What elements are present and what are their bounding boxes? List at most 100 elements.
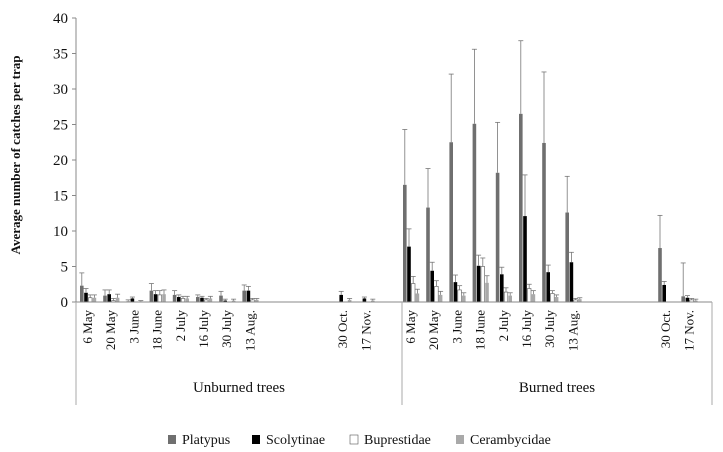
y-tick-label: 20 — [53, 153, 68, 169]
bar-cerambycidae — [485, 282, 489, 302]
bar-scolytinae — [84, 292, 88, 302]
bar-buprestidae — [480, 266, 485, 303]
bar-cerambycidae — [162, 294, 166, 302]
bar-platypus — [426, 207, 430, 302]
bar-scolytinae — [153, 294, 158, 302]
legend-swatch-platypus — [168, 435, 176, 444]
bar-platypus — [658, 248, 662, 302]
bar-buprestidae — [157, 294, 162, 303]
bar-scolytinae — [177, 297, 181, 302]
bar-platypus — [542, 142, 546, 302]
bar-buprestidae — [411, 283, 416, 303]
bar-scolytinae — [339, 294, 343, 302]
bar-platypus — [196, 297, 200, 302]
legend-swatch-scolytinae — [252, 435, 260, 444]
bar-platypus — [565, 212, 569, 302]
bar-platypus — [519, 113, 523, 302]
bar-cerambycidae — [508, 295, 512, 302]
x-tick-label: 2 July — [173, 310, 188, 342]
bar-cerambycidae — [255, 299, 259, 302]
bar-cerambycidae — [462, 295, 466, 302]
bar-scolytinae — [500, 274, 504, 302]
bar-platypus — [403, 184, 407, 302]
bar-platypus — [219, 295, 223, 302]
x-tick-label: 18 June — [150, 310, 165, 350]
bar-platypus — [172, 294, 177, 302]
y-tick-label: 35 — [53, 47, 68, 63]
x-tick-label: 16 July — [519, 310, 534, 348]
bar-cerambycidae — [231, 300, 236, 302]
x-tick-label: 30 July — [219, 310, 234, 348]
y-axis-label: Average number of catches per trap — [8, 56, 23, 255]
bar-buprestidae — [180, 298, 186, 303]
bar-platypus — [149, 290, 154, 302]
bar-cerambycidae — [185, 298, 189, 302]
bar-cerambycidae — [115, 297, 120, 302]
bar-scolytinae — [223, 300, 227, 302]
y-axis: 0 5 10 15 20 25 30 35 40 — [53, 11, 77, 311]
bar-scolytinae — [362, 298, 367, 302]
bar-scolytinae — [523, 216, 527, 302]
bar-platypus — [80, 285, 84, 302]
bar-cerambycidae — [531, 294, 536, 302]
bar-buprestidae — [550, 293, 555, 303]
bar-scolytinae — [453, 282, 458, 302]
x-tick-label: 6 May — [403, 310, 418, 344]
x-tick-label: 16 July — [196, 310, 211, 348]
bar-cerambycidae — [371, 300, 375, 302]
y-tick-label: 0 — [61, 295, 69, 311]
legend-label-platypus: Platypus — [182, 433, 230, 448]
bar-cerambycidae — [208, 298, 213, 302]
bar-scolytinae — [430, 270, 434, 302]
bar-platypus — [472, 123, 477, 302]
bar-cerambycidae — [554, 297, 559, 302]
group-label: Burned trees — [519, 380, 595, 396]
bar-scolytinae — [569, 262, 574, 302]
y-tick-label: 30 — [53, 82, 68, 98]
bar-buprestidae — [457, 289, 462, 303]
bar-buprestidae — [434, 286, 439, 303]
bar-buprestidae — [88, 297, 93, 303]
x-tick-label: 20 May — [103, 310, 118, 351]
x-tick-label: 2 July — [496, 310, 511, 342]
bar-cerambycidae — [694, 300, 698, 302]
x-tick-label: 30 Oct. — [658, 310, 673, 348]
x-tick-label: 17 Nov. — [681, 310, 696, 351]
bar-cerambycidae — [438, 294, 443, 302]
legend-swatch-buprestidae — [349, 434, 359, 445]
x-tick-label: 17 Nov. — [358, 310, 373, 351]
bar-scolytinae — [546, 272, 550, 302]
x-axis: 6 May 20 May 3 June 18 June 2 July 16 July 30 … — [75, 301, 713, 405]
y-tick-label: 40 — [53, 11, 68, 27]
bar-cerambycidae — [347, 299, 352, 302]
y-tick-label: 5 — [61, 260, 69, 276]
x-tick-label: 13 Aug. — [565, 310, 580, 351]
bar-scolytinae — [130, 298, 135, 302]
x-tick-label: 13 Aug. — [242, 310, 257, 351]
x-tick-label: 18 June — [473, 310, 488, 350]
bar-cerambycidae — [92, 297, 97, 302]
bar-platypus — [242, 290, 246, 302]
bar-scolytinae — [476, 265, 481, 302]
y-tick-label: 10 — [53, 224, 68, 240]
x-tick-label: 6 May — [80, 310, 95, 344]
bar-buprestidae — [503, 291, 509, 303]
legend: Platypus Scolytinae Buprestidae Cerambycida… — [168, 433, 551, 448]
legend-swatch-cerambycidae — [456, 435, 464, 444]
bar-cerambycidae — [578, 299, 582, 302]
x-tick-label: 20 May — [426, 310, 441, 351]
bar-platypus — [449, 142, 453, 302]
x-tick-label: 30 Oct. — [335, 310, 350, 348]
bar-scolytinae — [246, 290, 251, 302]
bar-cerambycidae — [415, 293, 420, 302]
group-label: Unburned trees — [193, 380, 285, 396]
legend-label-cerambycidae: Cerambycidae — [470, 433, 551, 448]
legend-label-scolytinae: Scolytinae — [266, 433, 325, 448]
x-tick-label: 30 July — [542, 310, 557, 348]
bar-platypus — [103, 295, 107, 302]
bar-platypus — [681, 296, 685, 302]
plot-area — [79, 40, 699, 303]
bar-scolytinae — [685, 297, 690, 302]
legend-label-buprestidae: Buprestidae — [364, 433, 431, 448]
